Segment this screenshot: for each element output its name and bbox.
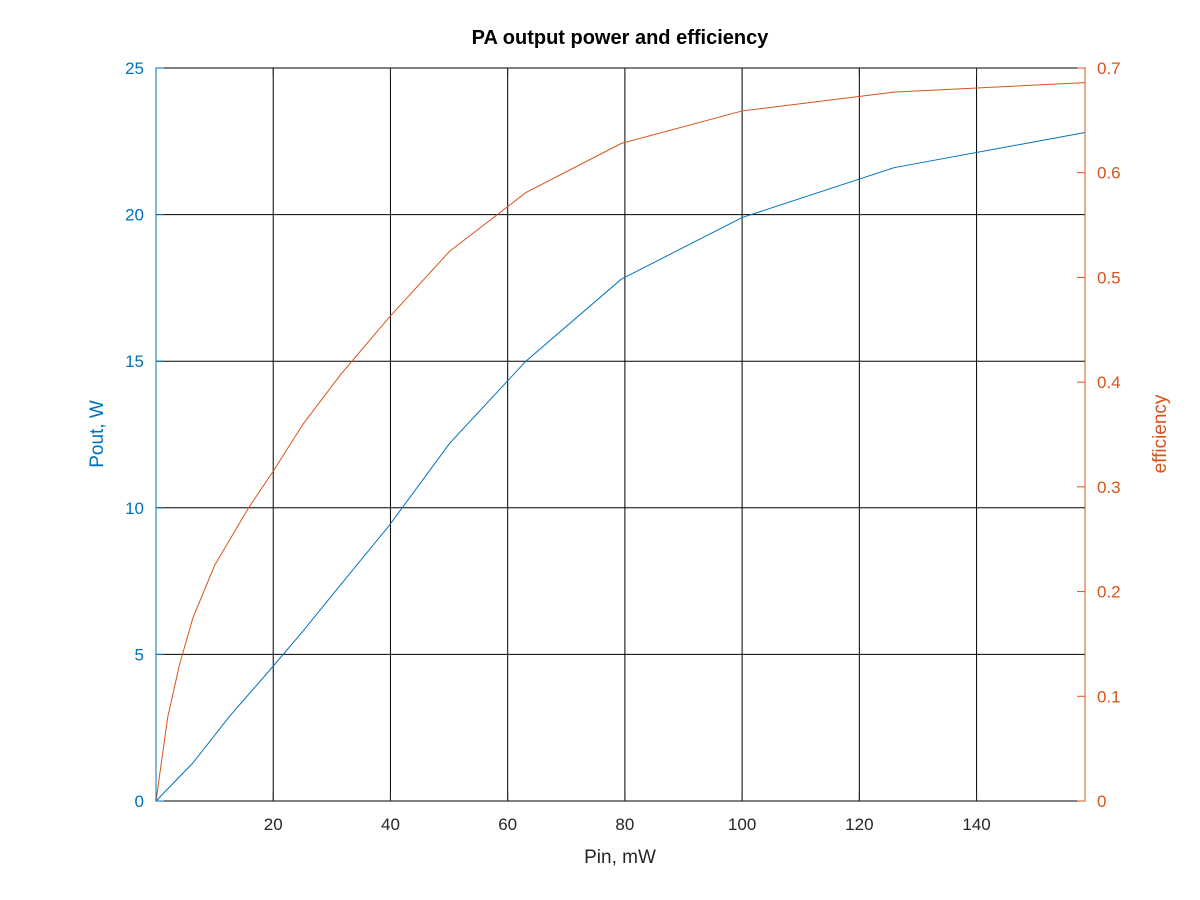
chart-title: PA output power and efficiency [472, 27, 770, 49]
series-layer [155, 82, 1086, 802]
plot-background [156, 68, 1085, 801]
pout-line [155, 132, 1086, 802]
y-right-tick-label: 0.4 [1097, 373, 1121, 392]
x-tick-label: 60 [498, 815, 517, 834]
efficiency-line [155, 82, 1086, 802]
y-right-tick-label: 0.5 [1097, 268, 1121, 287]
y-right-tick-label: 0.1 [1097, 687, 1121, 706]
y-left-tick-label: 0 [135, 792, 144, 811]
ticks: 20 40 60 80 100 120 140 0 5 10 15 20 25 0 0.1 0.2 0.3 0.4… [125, 59, 1121, 834]
x-tick-label: 140 [962, 815, 990, 834]
x-axis-label: Pin, mW [584, 847, 656, 868]
y-left-tick-label: 25 [125, 59, 144, 78]
x-tick-label: 100 [728, 815, 756, 834]
y-left-tick-label: 5 [135, 645, 144, 664]
grid [156, 68, 1085, 801]
x-tick-label: 40 [381, 815, 400, 834]
x-tick-label: 20 [264, 815, 283, 834]
y-axis-left-label: Pout, W [87, 400, 108, 468]
x-tick-label: 80 [615, 815, 634, 834]
y-left-tick-label: 10 [125, 499, 144, 518]
y-left-tick-label: 15 [125, 352, 144, 371]
y-right-tick-label: 0 [1097, 792, 1106, 811]
y-right-tick-label: 0.6 [1097, 164, 1121, 183]
y-right-tick-label: 0.2 [1097, 583, 1121, 602]
y-axis-right-label: efficiency [1150, 394, 1171, 473]
y-right-tick-label: 0.3 [1097, 478, 1121, 497]
y-left-tick-label: 20 [125, 206, 144, 225]
y-right-tick-label: 0.7 [1097, 59, 1121, 78]
x-tick-label: 120 [845, 815, 873, 834]
